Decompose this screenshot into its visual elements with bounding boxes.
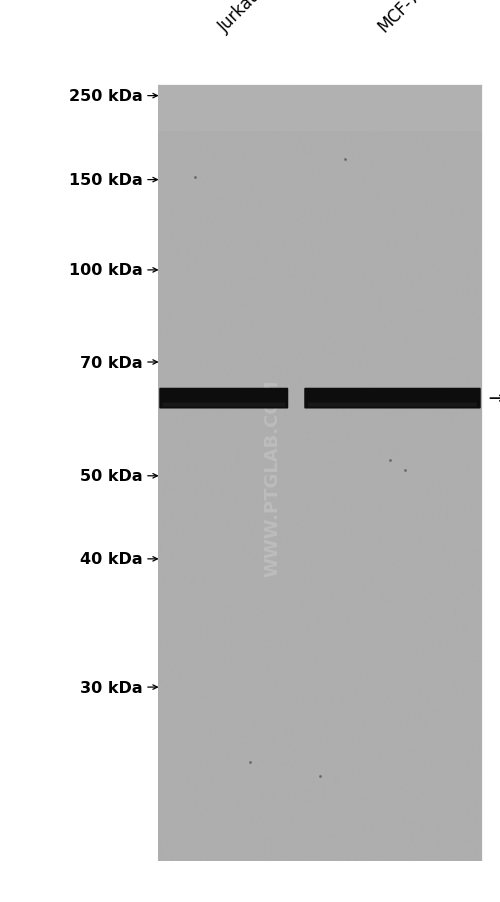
FancyBboxPatch shape [308, 403, 477, 407]
Text: Jurkat: Jurkat [215, 0, 262, 36]
Text: 70 kDa: 70 kDa [80, 355, 142, 370]
Text: 30 kDa: 30 kDa [80, 680, 142, 695]
Bar [158, 86, 482, 133]
Bar [158, 86, 482, 861]
Text: 50 kDa: 50 kDa [80, 469, 142, 483]
Text: 40 kDa: 40 kDa [80, 552, 142, 566]
FancyBboxPatch shape [304, 388, 481, 409]
FancyBboxPatch shape [162, 403, 285, 407]
FancyBboxPatch shape [159, 388, 288, 409]
Text: 100 kDa: 100 kDa [69, 263, 142, 278]
Text: 150 kDa: 150 kDa [69, 173, 142, 188]
Text: 250 kDa: 250 kDa [69, 89, 142, 104]
Text: MCF-7: MCF-7 [375, 0, 424, 36]
Text: WWW.PTGLAB.COM: WWW.PTGLAB.COM [264, 380, 281, 576]
